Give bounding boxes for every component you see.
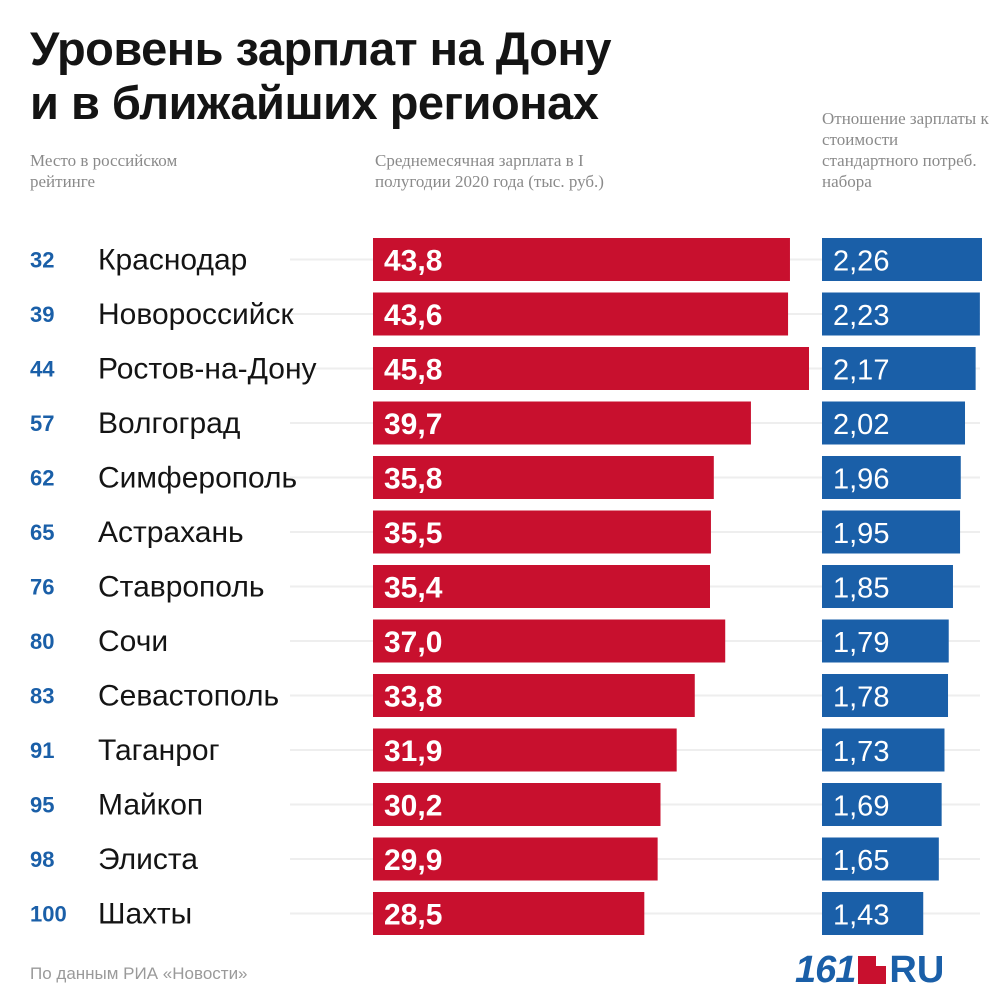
salary-bar — [373, 837, 658, 881]
ratio-column-header: Отношение зарплаты к стоимости стандартн… — [822, 109, 989, 191]
city-label: Севастополь — [98, 680, 279, 713]
ratio-value-label: 2,17 — [833, 355, 889, 387]
chart-title: Уровень зарплат на Дону и в ближайших ре… — [30, 22, 810, 130]
rank-label: 32 — [30, 248, 54, 273]
salary-bar — [373, 783, 661, 826]
ratio-bar — [822, 292, 980, 336]
source-note: По данным РИА «Новости» — [30, 964, 248, 983]
salary-value-label: 39,7 — [384, 408, 442, 441]
city-label: Астрахань — [98, 516, 244, 549]
rank-label: 62 — [30, 466, 54, 491]
ratio-bar — [822, 837, 939, 881]
salary-bar — [373, 238, 790, 281]
ratio-value-label: 1,79 — [833, 627, 889, 659]
salary-bar — [373, 456, 714, 499]
logo-domain: RU — [889, 948, 945, 991]
city-label: Краснодар — [98, 244, 247, 277]
salary-value-label: 35,4 — [384, 572, 443, 605]
salary-bar — [373, 565, 710, 608]
rank-label: 39 — [30, 302, 54, 327]
title-line-2: и в ближайших регионах — [30, 76, 599, 129]
bar-chart: 32 Краснодар 43,8 2,26 39 Новороссийск 43,6 2,2… — [0, 230, 1000, 950]
logo-number: 161 — [795, 948, 856, 991]
city-label: Ставрополь — [98, 571, 264, 604]
chart-svg: 32 Краснодар 43,8 2,26 39 Новороссийск 43,6 2,2… — [30, 238, 982, 935]
ratio-value-label: 1,65 — [833, 845, 889, 877]
ratio-bar — [822, 565, 953, 608]
rank-label: 57 — [30, 411, 54, 436]
salary-value-label: 43,6 — [384, 299, 442, 332]
ratio-value-label: 2,02 — [833, 409, 889, 441]
city-label: Элиста — [98, 843, 198, 876]
salary-value-label: 37,0 — [384, 626, 442, 659]
ratio-bar — [822, 510, 961, 554]
city-label: Шахты — [98, 898, 192, 931]
salary-bar — [373, 401, 751, 445]
rank-column-header: Место в российском рейтинге — [30, 151, 178, 191]
ratio-value-label: 1,78 — [833, 682, 889, 714]
title-line-1: Уровень зарплат на Дону — [30, 22, 612, 75]
salary-value-label: 29,9 — [384, 844, 442, 877]
ratio-bar — [822, 238, 982, 281]
rank-label: 65 — [30, 520, 54, 545]
city-label: Новороссийск — [98, 298, 295, 331]
rank-label: 83 — [30, 684, 54, 709]
rank-label: 91 — [30, 738, 54, 763]
salary-bar — [373, 728, 677, 772]
salary-value-label: 35,8 — [384, 463, 442, 496]
salary-bar — [373, 510, 711, 554]
city-label: Ростов-на-Дону — [98, 353, 317, 386]
ratio-value-label: 1,73 — [833, 736, 889, 768]
salary-bar — [373, 892, 645, 935]
ratio-bar — [822, 619, 949, 663]
salary-value-label: 35,5 — [384, 517, 442, 550]
ratio-value-label: 2,26 — [833, 246, 889, 278]
city-label: Таганрог — [98, 734, 220, 767]
ratio-bar — [822, 728, 945, 772]
rank-label: 76 — [30, 575, 54, 600]
salary-bar — [373, 347, 809, 390]
rank-label: 100 — [30, 902, 67, 927]
city-label: Майкоп — [98, 789, 203, 822]
rank-label: 98 — [30, 847, 54, 872]
site-logo: 161 RU — [795, 948, 945, 991]
city-label: Волгоград — [98, 407, 240, 440]
ratio-value-label: 1,95 — [833, 518, 889, 550]
salary-value-label: 45,8 — [384, 354, 442, 387]
rank-label: 95 — [30, 793, 54, 818]
city-label: Сочи — [98, 625, 168, 658]
salary-value-label: 30,2 — [384, 790, 442, 823]
ratio-bar — [822, 401, 966, 445]
salary-bar — [373, 674, 695, 717]
ratio-value-label: 1,85 — [833, 573, 889, 605]
ratio-value-label: 1,43 — [833, 900, 889, 932]
salary-value-label: 33,8 — [384, 681, 442, 714]
rank-label: 44 — [30, 357, 55, 382]
salary-column-header: Среднемесячная зарплата в I полугодии 20… — [375, 151, 604, 191]
city-label: Симферополь — [98, 462, 297, 495]
salary-value-label: 43,8 — [384, 245, 442, 278]
salary-value-label: 28,5 — [384, 899, 442, 932]
ratio-bar — [822, 892, 924, 935]
salary-bar — [373, 619, 726, 663]
ratio-bar — [822, 456, 961, 499]
salary-value-label: 31,9 — [384, 735, 442, 768]
ratio-bar — [822, 783, 942, 826]
ratio-bar — [822, 347, 976, 390]
ratio-value-label: 1,96 — [833, 464, 889, 496]
logo-square-icon — [858, 956, 887, 984]
ratio-value-label: 2,23 — [833, 300, 889, 332]
salary-bar — [373, 292, 789, 336]
ratio-value-label: 1,69 — [833, 791, 889, 823]
rank-label: 80 — [30, 629, 54, 654]
ratio-bar — [822, 674, 949, 717]
